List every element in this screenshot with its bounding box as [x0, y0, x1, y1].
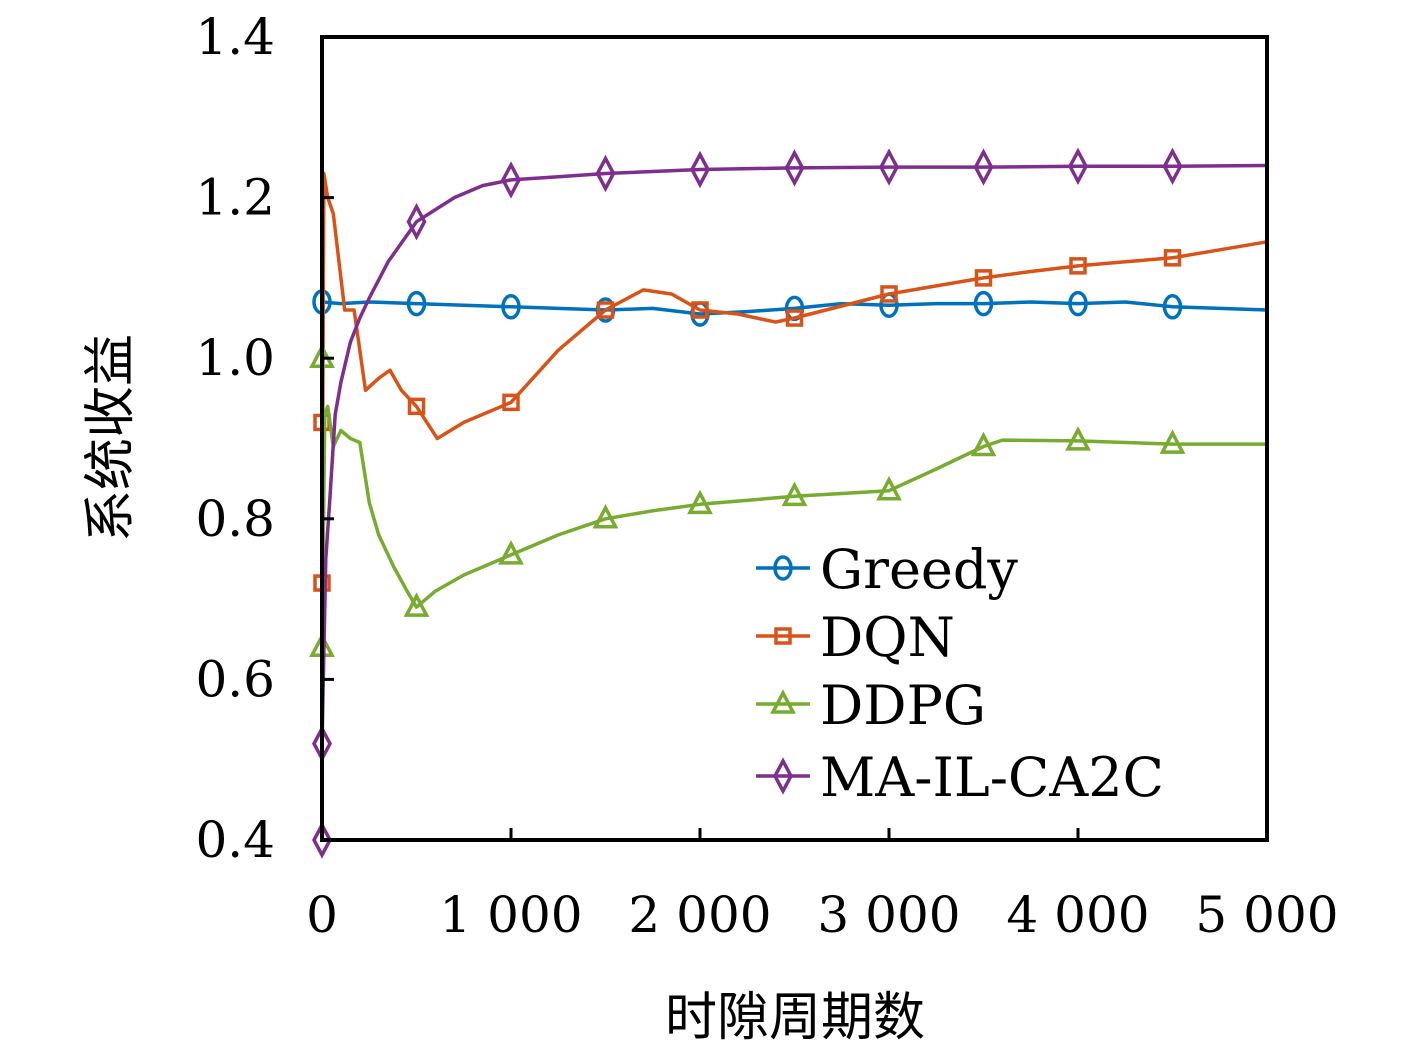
data-point-dqn [880, 285, 898, 303]
data-point-greedy [973, 290, 994, 317]
data-point-ddpg [498, 540, 524, 565]
series-line-dqn [320, 171, 1268, 584]
data-point-ddpg [403, 592, 430, 617]
series-ddpg [309, 343, 1267, 658]
series-line-ddpg [320, 404, 1267, 648]
data-point-ma-il-ca2c [501, 161, 521, 199]
data-point-ma-il-ca2c [1068, 147, 1088, 186]
legend-item-ma-il-ca2c: MA-IL-CA2C [756, 746, 1164, 809]
data-point-dqn [974, 269, 993, 287]
x-tick-label: 1 000 [439, 886, 582, 944]
data-point-greedy [1162, 294, 1183, 320]
legend-label: DQN [820, 606, 955, 669]
data-point-greedy [1068, 290, 1088, 317]
y-tick-label: 0.6 [195, 650, 275, 708]
x-tick-label: 0 [306, 886, 338, 944]
data-point-ma-il-ca2c [312, 821, 332, 859]
x-tick-label: 2 000 [628, 886, 771, 944]
data-point-ma-il-ca2c [784, 149, 805, 187]
legend-label: MA-IL-CA2C [820, 746, 1164, 809]
y-axis-title: 系统收益 [81, 334, 141, 542]
series-line-ma-il-ca2c [320, 163, 1268, 744]
x-tick-label: 3 000 [817, 886, 960, 944]
series-layer [309, 147, 1268, 859]
data-point-dqn [691, 301, 709, 319]
data-point-ma-il-ca2c [973, 148, 994, 186]
data-point-ma-il-ca2c [1162, 147, 1183, 186]
ticks-layer: 0.4 0.6 0.8 1.0 1.2 1.4 0 1 000 2 000 3 000 4 000 5… [195, 8, 1338, 944]
legend-marker-circle-icon [773, 555, 793, 581]
data-point-ddpg [1159, 429, 1186, 454]
legend-marker-diamond-icon [773, 757, 793, 795]
data-point-ddpg [592, 504, 619, 529]
legend-label: Greedy [820, 538, 1018, 601]
legend-label: DDPG [820, 674, 986, 737]
series-ma-il-ca2c [312, 147, 1268, 859]
data-point-dqn [502, 393, 520, 412]
y-tick-label: 1.4 [195, 8, 275, 66]
data-point-dqn [1069, 257, 1087, 275]
plot-frame [320, 35, 1269, 842]
legend-item-ddpg: DDPG [756, 674, 986, 737]
legend-item-dqn: DQN [756, 606, 955, 669]
data-point-greedy [501, 294, 521, 320]
y-tick-label: 0.8 [195, 490, 275, 548]
data-point-ma-il-ca2c [690, 150, 710, 189]
legend-item-greedy: Greedy [756, 538, 1018, 601]
series-line-greedy [321, 300, 1268, 316]
x-tick-label: 4 000 [1006, 886, 1149, 944]
data-point-ddpg [970, 431, 997, 457]
legend-marker-triangle-icon [770, 689, 796, 714]
data-point-ddpg [687, 489, 713, 515]
y-tick-label: 0.4 [195, 811, 275, 869]
x-axis-title: 时隙周期数 [665, 988, 925, 1048]
data-point-ma-il-ca2c [879, 148, 899, 186]
data-point-ddpg [876, 475, 902, 501]
legend-marker-square-icon [774, 627, 792, 645]
x-tick-label: 5 000 [1195, 886, 1338, 944]
series-dqn [313, 171, 1268, 592]
data-point-dqn [1163, 249, 1182, 267]
data-point-ddpg [1065, 426, 1091, 451]
data-point-dqn [407, 397, 426, 416]
data-point-ma-il-ca2c [406, 202, 427, 241]
data-point-ma-il-ca2c [595, 154, 616, 193]
y-tick-label: 1.2 [195, 169, 275, 227]
data-point-dqn [785, 309, 804, 327]
data-point-dqn [596, 301, 615, 319]
data-point-ddpg [781, 481, 808, 507]
data-point-greedy [406, 290, 427, 317]
y-tick-label: 1.0 [195, 329, 275, 387]
